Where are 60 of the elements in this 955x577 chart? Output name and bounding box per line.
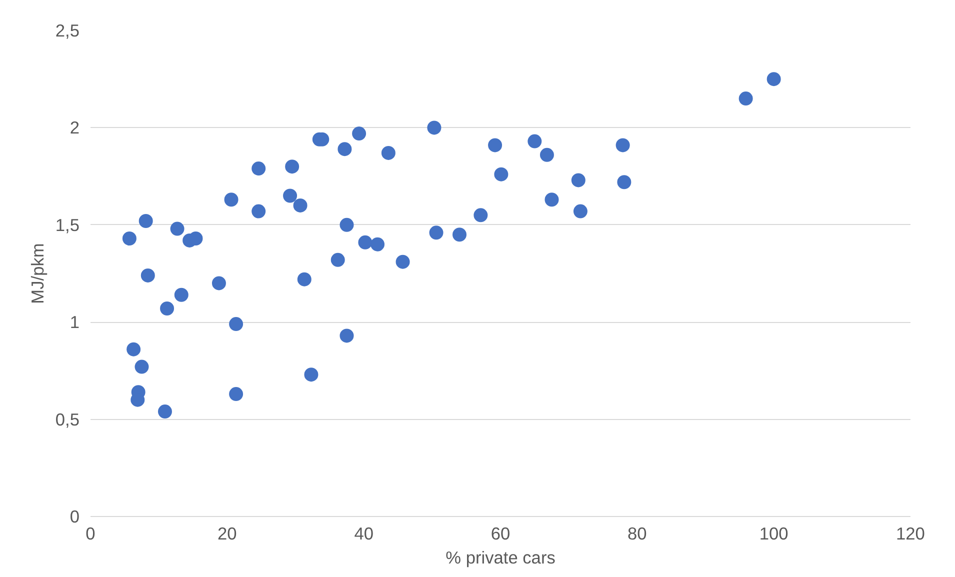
y-tick-label: 1,5 [55, 214, 80, 235]
y-tick-label: 0 [70, 506, 80, 526]
point [396, 254, 410, 269]
point [212, 276, 226, 290]
point [352, 126, 366, 141]
point [170, 222, 184, 236]
x-tick-label: 0 [86, 524, 96, 544]
point [381, 146, 396, 160]
x-tick-label: 120 [896, 524, 925, 544]
point [252, 204, 266, 218]
y-tick-label: 2,5 [55, 20, 80, 40]
x-tick-label: 40 [354, 524, 374, 544]
point [427, 120, 442, 135]
point [540, 148, 554, 162]
point [429, 226, 444, 240]
x-tick-label: 80 [628, 524, 647, 544]
y-tick-label: 1 [70, 312, 80, 332]
y-tick-label: 0,5 [55, 409, 80, 430]
y-axis-title: MJ/pkm [27, 243, 48, 304]
point [304, 368, 318, 382]
point [229, 317, 244, 332]
point [340, 328, 354, 343]
point [293, 198, 308, 212]
point [370, 237, 384, 252]
x-axis-title: % private cars [446, 548, 556, 568]
point [338, 142, 352, 156]
point [285, 160, 300, 174]
point [138, 214, 153, 228]
point [174, 288, 188, 302]
point [474, 208, 488, 222]
point [158, 404, 172, 419]
point [617, 175, 632, 190]
point [126, 342, 141, 356]
point [528, 134, 542, 148]
point [188, 232, 203, 246]
x-tick-label: 20 [218, 524, 237, 544]
point [134, 360, 149, 374]
point [122, 232, 136, 246]
point [571, 173, 586, 188]
point [140, 268, 155, 282]
x-tick-label: 100 [759, 524, 788, 544]
point [297, 272, 312, 286]
point [738, 92, 753, 106]
point [616, 138, 630, 152]
point [488, 138, 502, 152]
point [766, 72, 781, 86]
point [160, 302, 174, 316]
point [573, 204, 588, 218]
point [544, 192, 559, 207]
point [330, 252, 345, 267]
point [340, 218, 354, 232]
point [358, 235, 372, 250]
point [283, 188, 298, 203]
x-tick-label: 60 [490, 524, 510, 544]
point [252, 162, 266, 176]
point [494, 167, 508, 182]
point [224, 192, 238, 207]
point [229, 387, 244, 402]
point [452, 228, 466, 242]
y-tick-label: 2 [70, 118, 80, 138]
